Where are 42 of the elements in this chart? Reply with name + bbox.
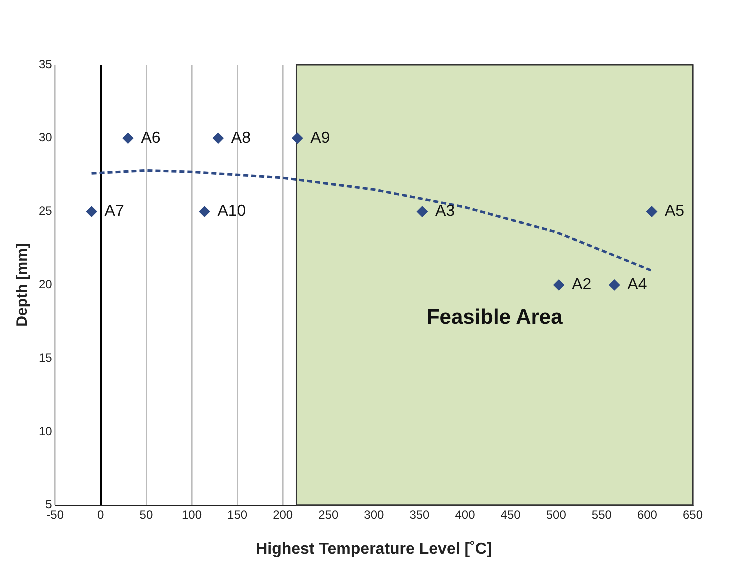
y-tick-label: 35 <box>38 57 53 72</box>
point <box>554 280 565 291</box>
point <box>199 206 210 218</box>
x-tick-label: 50 <box>140 508 154 522</box>
y-tick-label: 20 <box>38 278 53 292</box>
y-axis-title: Depth [mm] <box>14 244 32 327</box>
annotation: A6 <box>141 130 161 147</box>
y-tick-label: 30 <box>38 130 53 145</box>
point <box>292 132 304 144</box>
x-tick-label: 200 <box>273 508 294 522</box>
x-tick-label: 150 <box>228 508 248 522</box>
x-tick-label: 300 <box>364 508 385 522</box>
x-tick-label: 550 <box>592 508 612 522</box>
x-axis-title: Highest Temperature Level [˚C] <box>256 540 492 558</box>
point <box>646 206 658 218</box>
annotation: A5 <box>665 203 685 220</box>
band-label: Feasible Area <box>426 306 564 330</box>
x-tick-label: 650 <box>682 508 704 522</box>
annotation: A9 <box>310 130 330 147</box>
x-tick-label: 600 <box>637 508 658 522</box>
point <box>609 280 620 291</box>
annotation: A7 <box>104 203 124 220</box>
annotation: A8 <box>231 130 252 147</box>
x-tick-label: 350 <box>410 508 430 522</box>
annotation: A10 <box>218 203 246 220</box>
x-tick-label: 0 <box>98 508 105 522</box>
x-tick-label: 400 <box>455 508 476 522</box>
y-tick-label: 25 <box>38 204 53 218</box>
point <box>416 206 428 218</box>
annotation: A2 <box>572 276 592 294</box>
point <box>86 206 98 218</box>
x-tick-label: 100 <box>182 508 202 522</box>
y-tick-label: 10 <box>38 424 53 438</box>
annotation: A4 <box>628 276 648 294</box>
x-tick-label: 500 <box>546 508 567 522</box>
x-tick-label: 450 <box>500 508 522 522</box>
point <box>122 132 134 144</box>
y-tick-label: 15 <box>38 350 53 365</box>
annotation: A3 <box>435 203 456 220</box>
point <box>212 132 224 144</box>
line-series <box>90 169 652 272</box>
x-tick-label: 250 <box>318 508 339 522</box>
